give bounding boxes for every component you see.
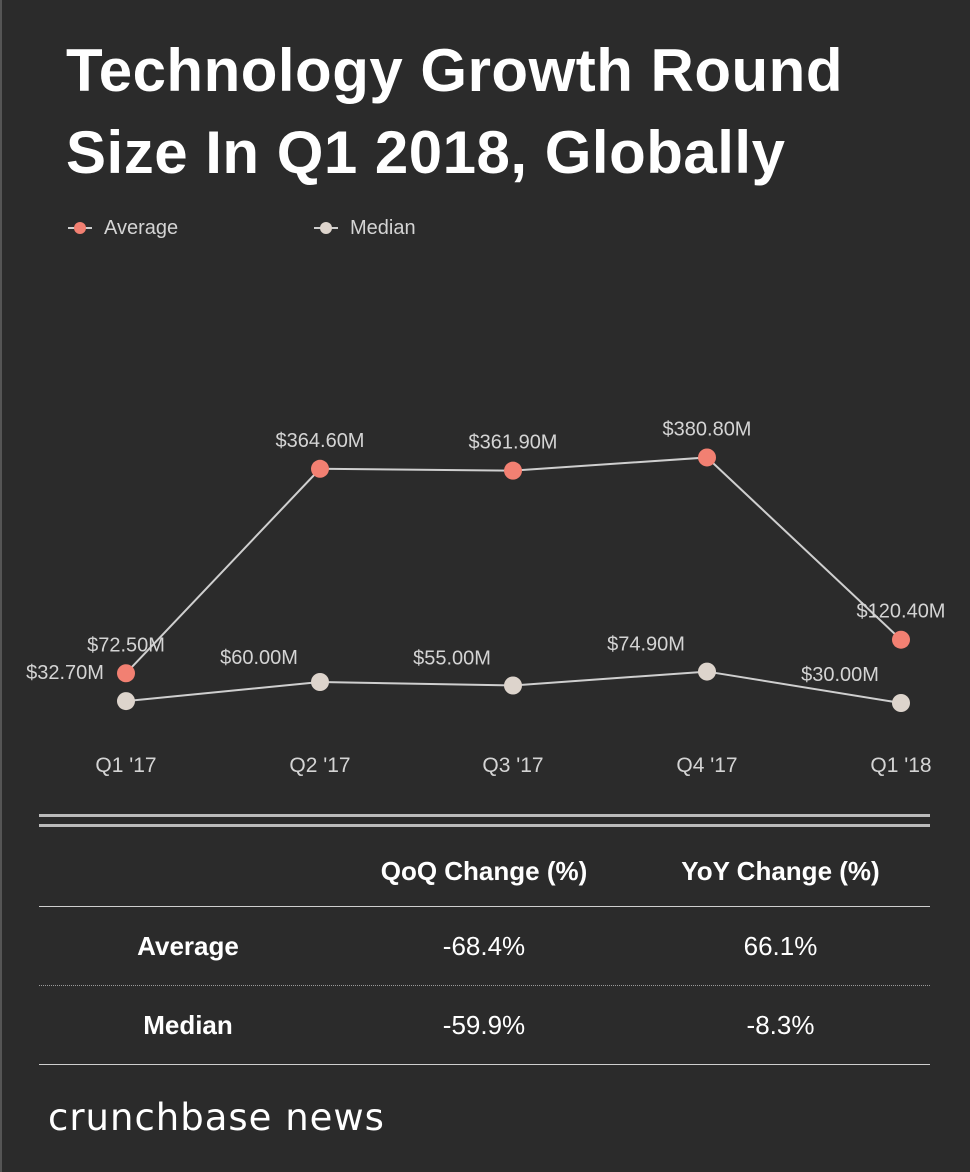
table-row: Average -68.4% 66.1%: [39, 907, 930, 986]
average-marker-icon: [68, 216, 92, 240]
median-marker-dot: [320, 222, 332, 234]
data-label-average-q3-17: $361.90M: [469, 432, 558, 454]
data-label-average-q4-17: $380.80M: [663, 418, 752, 440]
change-table: QoQ Change (%) YoY Change (%) Average -6…: [39, 836, 930, 1065]
series-line-average: [125, 456, 902, 674]
x-tick-q1-17: Q1 '17: [95, 754, 156, 777]
divider-bottom: [39, 824, 930, 827]
data-label-average-q1-18: $120.40M: [857, 601, 946, 623]
point-median-q1-17: [117, 692, 135, 711]
row-label-average: Average: [137, 930, 239, 961]
point-average-q1-18: [892, 630, 910, 649]
x-tick-q1-18: Q1 '18: [870, 754, 931, 777]
data-label-median-q3-17: $55.00M: [413, 648, 491, 670]
point-median-q1-18: [892, 694, 910, 712]
legend-item-average[interactable]: Average: [68, 216, 178, 240]
x-tick-q4-17: Q4 '17: [676, 754, 737, 777]
median-qoq-value: -59.9%: [442, 1009, 526, 1040]
table-row: Median -59.9% -8.3%: [39, 986, 930, 1065]
data-label-median-q1-17: $32.70M: [26, 662, 104, 684]
point-median-q2-17: [311, 673, 329, 691]
point-median-q3-17: [504, 676, 522, 695]
legend-item-median[interactable]: Median: [314, 216, 416, 240]
median-marker-icon: [314, 216, 338, 240]
median-yoy-value: -8.3%: [746, 1009, 815, 1040]
average-yoy-value: 66.1%: [743, 930, 818, 961]
left-edge-border: [0, 0, 2, 1172]
average-marker-dot: [74, 222, 86, 234]
data-label-median-q1-18: $30.00M: [801, 664, 879, 686]
row-label-median: Median: [143, 1009, 233, 1040]
average-qoq-value: -68.4%: [442, 930, 526, 961]
data-label-average-q2-17: $364.60M: [276, 430, 365, 452]
divider-top: [39, 814, 930, 817]
point-average-q4-17: [698, 448, 716, 467]
data-label-average-q1-17: $72.50M: [87, 634, 165, 656]
legend-label-average: Average: [104, 216, 179, 239]
data-label-median-q4-17: $74.90M: [607, 634, 685, 656]
header-qoq: QoQ Change (%): [380, 855, 588, 886]
data-label-median-q2-17: $60.00M: [220, 647, 298, 669]
header-yoy: YoY Change (%): [681, 855, 880, 886]
table-header-row: QoQ Change (%) YoY Change (%): [39, 836, 930, 907]
x-tick-q2-17: Q2 '17: [289, 754, 350, 777]
point-average-q1-17: [117, 664, 135, 683]
point-average-q3-17: [504, 461, 522, 480]
point-average-q2-17: [311, 459, 329, 478]
page-title: Technology Growth Round Size In Q1 2018,…: [66, 37, 843, 186]
point-median-q4-17: [698, 662, 716, 681]
brand-logo: crunchbase news: [48, 1096, 385, 1139]
x-tick-q3-17: Q3 '17: [482, 754, 543, 777]
line-chart: $72.50M $364.60M $361.90M $380.80M $120.40M $…: [26, 418, 946, 777]
legend-label-median: Median: [350, 216, 416, 239]
